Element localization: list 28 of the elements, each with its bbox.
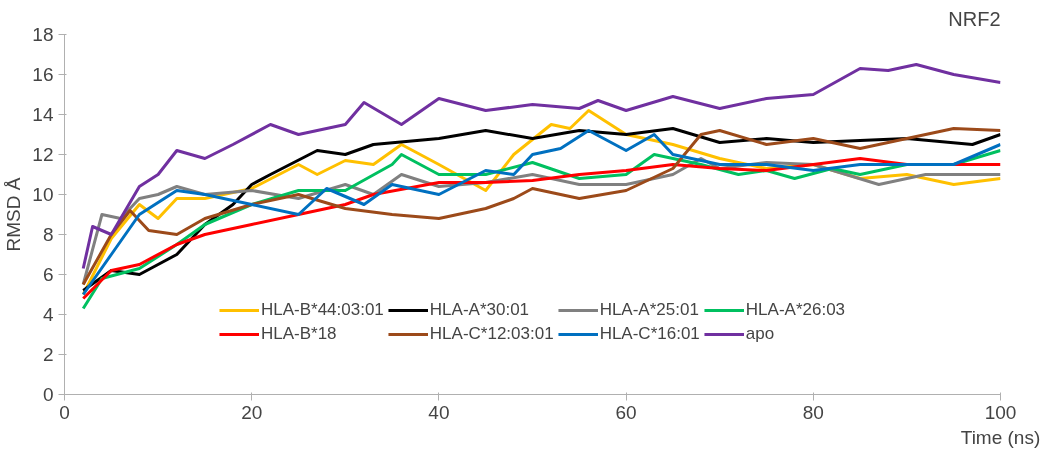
legend-label: HLA-A*26:03 [745,300,846,320]
legend-label: HLA-A*30:01 [429,300,530,320]
y-tick-label: 4 [42,304,54,325]
x-tick-label: 60 [615,401,637,423]
legend-label: apo [745,324,775,344]
x-tick-label: 80 [802,401,824,423]
y-axis-title: RMSD Å [3,177,25,252]
chart-title: NRF2 [948,7,1001,30]
x-tick-label: 20 [241,401,263,423]
x-tick-label: 100 [984,401,1017,423]
y-tick-label: 2 [42,344,54,365]
legend-label: HLA-C*16:01 [599,324,700,344]
y-tick-label: 8 [42,224,54,245]
legend-label: HLA-C*12:03:01 [429,324,554,344]
x-tick-label: 40 [428,401,450,423]
x-tick-label: 0 [59,401,70,423]
legend-label: HLA-A*25:01 [599,300,699,320]
y-tick-label: 10 [32,184,54,205]
line-series [81,63,1001,270]
x-axis-title: Time (ns) [960,426,1041,448]
y-tick-label: 12 [32,144,54,165]
y-tick-label: 0 [42,384,54,405]
legend-label: HLA-B*18 [260,324,337,344]
y-tick-label: 16 [32,64,54,85]
y-tick-label: 18 [32,24,54,45]
legend-label: HLA-B*44:03:01 [260,300,384,320]
y-tick-label: 6 [42,264,54,285]
y-tick-label: 14 [32,104,54,125]
